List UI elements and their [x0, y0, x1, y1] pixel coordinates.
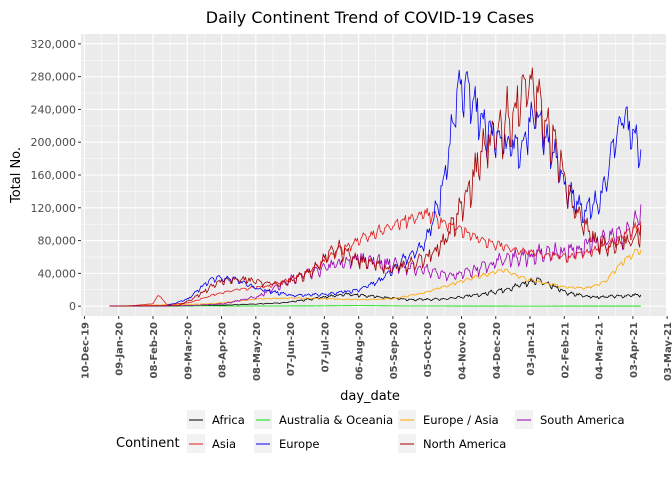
y-tick-label: 0 [69, 300, 76, 313]
y-tick-label: 40,000 [38, 267, 77, 280]
x-tick-label: 06-Aug-20 [355, 322, 366, 380]
series-line-europe-asia [109, 248, 642, 307]
series-lines [109, 67, 642, 307]
x-tick-label: 04-Mar-21 [595, 322, 606, 380]
x-tick-label: 02-Feb-21 [560, 322, 571, 379]
legend-label: North America [423, 437, 506, 451]
legend-label: Europe / Asia [423, 413, 499, 427]
grid-lines [81, 34, 668, 316]
x-tick-label: 03-May-21 [663, 322, 672, 381]
x-tick-label: 04-Nov-20 [457, 322, 468, 380]
x-tick-label: 05-Sep-20 [389, 322, 400, 379]
legend-label: Australia & Oceania [279, 413, 393, 427]
legend-label: Africa [212, 413, 245, 427]
series-line-australia-oceania [109, 305, 641, 307]
x-tick-label: 03-Apr-21 [629, 322, 640, 378]
y-tick-label: 80,000 [38, 235, 77, 248]
x-tick-label: 08-Apr-20 [218, 322, 229, 378]
x-tick-label: 09-Jan-20 [115, 322, 126, 376]
y-axis: 0 40,000 80,000 120,000 160,000 200,000 240,00… [31, 38, 81, 313]
x-tick-label: 09-Mar-20 [183, 322, 194, 380]
y-tick-label: 120,000 [31, 202, 77, 215]
chart-title: Daily Continent Trend of COVID-19 Cases [206, 8, 534, 27]
y-axis-label: Total No. [9, 147, 24, 204]
legend-title: Continent [116, 436, 180, 451]
x-tick-label: 07-Jun-20 [286, 322, 297, 376]
legend-label: Asia [212, 437, 236, 451]
x-tick-label: 08-Feb-20 [149, 322, 160, 379]
legend-label: South America [540, 413, 625, 427]
x-axis-label: day_date [340, 389, 400, 404]
legend-label: Europe [279, 437, 319, 451]
series-line-asia [109, 207, 642, 307]
y-tick-label: 240,000 [31, 103, 77, 116]
x-tick-label: 05-Oct-20 [423, 322, 434, 377]
series-line-north-america [109, 67, 642, 307]
x-tick-label: 10-Dec-19 [80, 322, 91, 379]
y-tick-label: 160,000 [31, 169, 77, 182]
y-tick-label: 320,000 [31, 38, 77, 51]
y-tick-label: 200,000 [31, 136, 77, 149]
y-tick-label: 280,000 [31, 71, 77, 84]
x-axis: 10-Dec-19 09-Jan-20 08-Feb-20 09-Mar-20 08-A… [80, 316, 672, 381]
x-tick-label: 04-Dec-20 [492, 322, 503, 379]
x-tick-label: 08-May-20 [252, 322, 263, 381]
x-tick-label: 03-Jan-21 [526, 322, 537, 376]
x-tick-label: 07-Jul-20 [320, 322, 331, 372]
legend: Continent Africa Australia & Oceania Europ… [116, 410, 625, 453]
